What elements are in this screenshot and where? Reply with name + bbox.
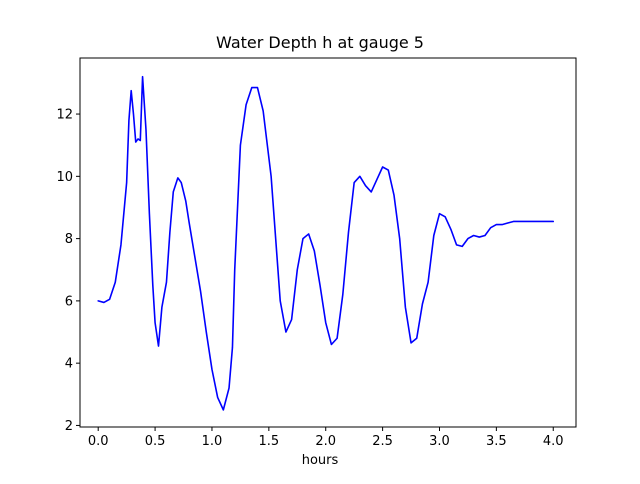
series-line-0 bbox=[97, 75, 555, 411]
axes-frame bbox=[79, 57, 577, 428]
x-tick-label: 2.0 bbox=[315, 434, 336, 449]
y-tick-label: 6 bbox=[65, 294, 73, 309]
y-tick-label: 12 bbox=[56, 108, 73, 123]
y-tick-label: 2 bbox=[65, 419, 73, 434]
y-tick-label: 10 bbox=[56, 170, 73, 185]
y-tick-label: 8 bbox=[65, 232, 73, 247]
y-tick-label: 4 bbox=[65, 357, 73, 372]
x-tick-label: 1.0 bbox=[202, 434, 223, 449]
x-tick-label: 0.0 bbox=[88, 434, 109, 449]
x-tick-label: 4.0 bbox=[543, 434, 564, 449]
x-tick-label: 1.5 bbox=[259, 434, 280, 449]
x-tick-label: 2.5 bbox=[372, 434, 393, 449]
x-tick-label: 3.0 bbox=[429, 434, 450, 449]
x-tick-label: 0.5 bbox=[145, 434, 166, 449]
x-axis-label: hours bbox=[301, 453, 339, 468]
x-tick-label: 3.5 bbox=[486, 434, 507, 449]
chart-title: Water Depth h at gauge 5 bbox=[216, 33, 424, 52]
